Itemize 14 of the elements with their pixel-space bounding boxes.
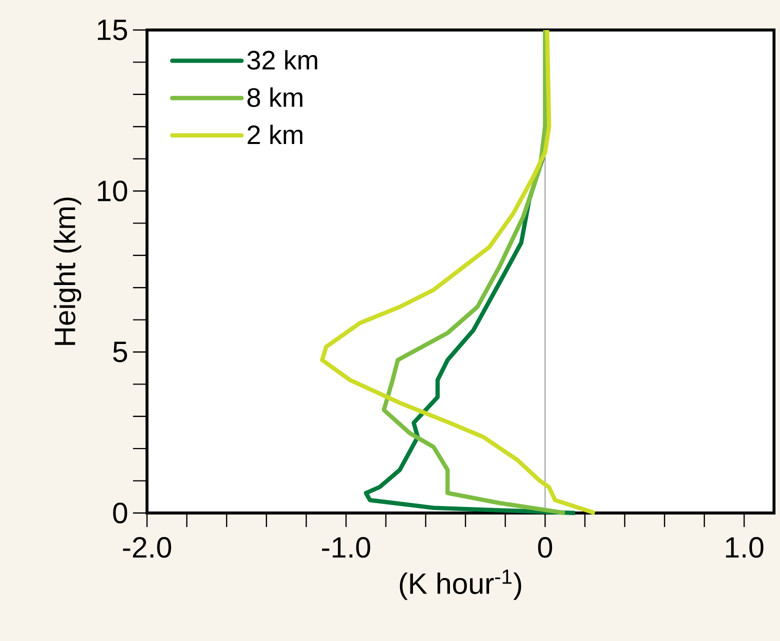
x-tick-label: -2.0 — [123, 537, 172, 558]
y-tick-label: 10 — [98, 180, 128, 202]
y-axis-title: Height (km) — [54, 198, 82, 345]
x-tick-label: 1.0 — [726, 537, 764, 558]
y-tick-label: 5 — [113, 342, 128, 362]
x-tick-label: -1.0 — [322, 537, 370, 558]
y-tick-label: 0 — [113, 502, 128, 524]
legend-label: 8 km — [247, 87, 302, 107]
legend-label: 32 km — [247, 50, 318, 70]
x-tick-label: 0 — [538, 537, 552, 558]
legend-label: 2 km — [248, 124, 302, 144]
line-series — [320, 28, 597, 516]
x-axis-title: (K hour$^{-1}$) — [400, 570, 522, 600]
y-tick-label: 15 — [98, 20, 128, 40]
